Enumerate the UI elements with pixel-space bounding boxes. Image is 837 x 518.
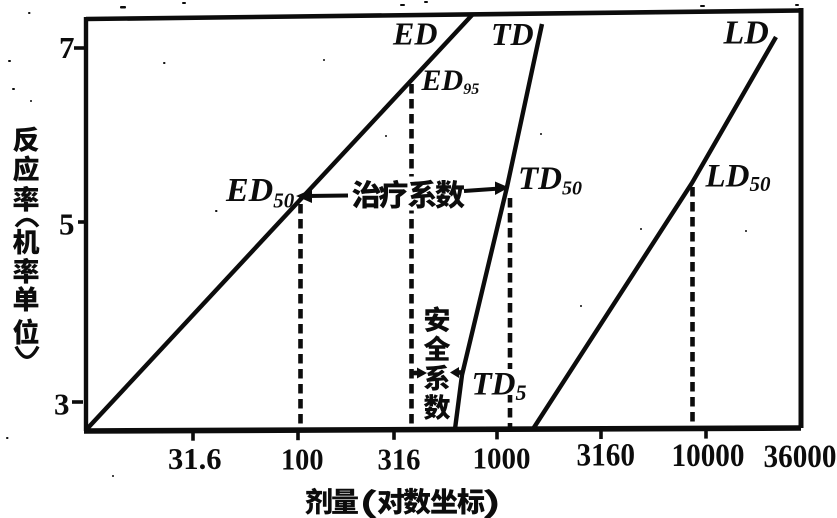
svg-text:ED: ED (392, 16, 437, 52)
svg-text:5: 5 (59, 207, 75, 242)
svg-text:316: 316 (378, 442, 421, 477)
svg-text:31.6: 31.6 (168, 441, 222, 476)
svg-text:3160: 3160 (577, 438, 636, 474)
svg-text:10000: 10000 (672, 438, 745, 474)
svg-text:100: 100 (281, 442, 324, 477)
svg-text:7: 7 (59, 30, 75, 65)
svg-text:36000: 36000 (764, 439, 837, 475)
svg-text:LD: LD (723, 15, 769, 52)
svg-text:3: 3 (54, 387, 70, 422)
svg-text:1000: 1000 (473, 441, 531, 476)
svg-text:TD: TD (491, 16, 534, 52)
